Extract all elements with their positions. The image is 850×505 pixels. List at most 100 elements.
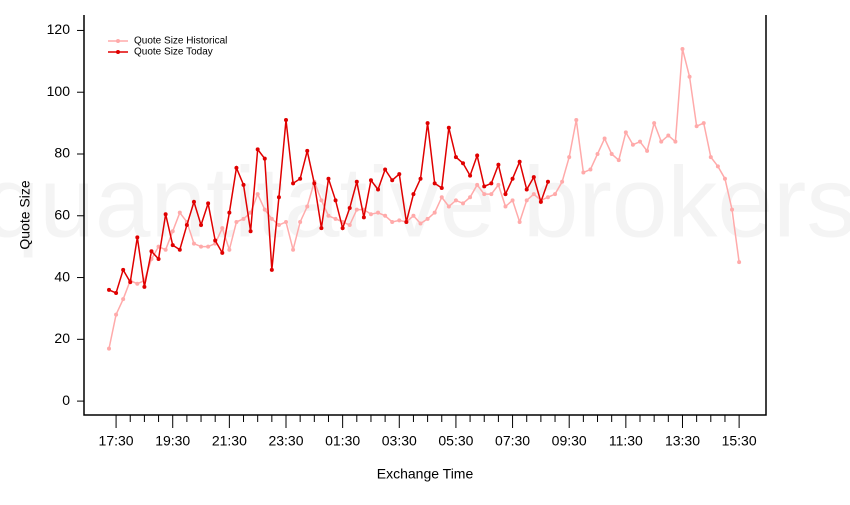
point	[291, 181, 296, 186]
point	[333, 216, 338, 221]
point	[156, 244, 161, 249]
point	[673, 139, 678, 144]
point	[432, 181, 437, 186]
point	[722, 176, 727, 181]
point	[595, 151, 600, 156]
point	[645, 148, 650, 153]
point	[517, 219, 522, 224]
point	[652, 121, 657, 126]
point	[213, 238, 218, 243]
point	[376, 187, 381, 192]
legend-label: Quote Size Today	[134, 47, 213, 58]
y-tick-label: 0	[62, 392, 70, 408]
point	[319, 226, 324, 231]
point	[255, 192, 260, 197]
point	[581, 170, 586, 175]
x-tick-label: 01:30	[325, 433, 360, 449]
legend-marker	[116, 39, 120, 43]
point	[461, 161, 465, 166]
point	[284, 118, 288, 123]
point	[241, 182, 246, 187]
x-tick-label: 11:30	[609, 433, 643, 449]
point	[291, 247, 296, 252]
point	[255, 147, 260, 152]
point	[121, 267, 126, 272]
point	[708, 155, 713, 160]
point	[489, 181, 494, 186]
point	[602, 136, 607, 141]
point	[177, 247, 182, 252]
x-tick-label: 13:30	[665, 433, 700, 449]
point	[184, 223, 189, 228]
y-tick-label: 100	[47, 83, 71, 99]
point	[220, 226, 225, 231]
point	[191, 199, 196, 204]
point	[623, 130, 628, 135]
point	[404, 219, 409, 224]
point	[475, 153, 480, 158]
point	[305, 148, 310, 153]
point	[262, 207, 267, 212]
point	[574, 118, 579, 123]
x-tick-label: 09:30	[552, 433, 587, 449]
point	[517, 159, 522, 164]
x-tick-label: 19:30	[155, 433, 190, 449]
point	[340, 226, 345, 231]
x-tick-label: 07:30	[495, 433, 530, 449]
point	[567, 155, 572, 160]
point	[715, 164, 720, 169]
point	[496, 182, 501, 187]
x-tick-label: 21:30	[212, 433, 247, 449]
point	[666, 133, 671, 138]
point	[524, 198, 529, 203]
point	[241, 216, 246, 221]
point	[128, 280, 133, 285]
point	[276, 223, 281, 228]
watermark: quantitative brokers	[0, 146, 850, 258]
point	[475, 182, 480, 187]
point	[701, 121, 706, 126]
point	[616, 158, 621, 163]
point	[156, 257, 161, 262]
axis-frame	[83, 15, 767, 416]
point	[269, 267, 274, 272]
point	[234, 219, 239, 224]
point	[326, 213, 331, 218]
point	[439, 195, 444, 200]
point	[560, 179, 565, 184]
point	[468, 195, 473, 200]
point	[354, 179, 359, 184]
x-tick-label: 03:30	[382, 433, 417, 449]
point	[114, 290, 119, 295]
y-tick-label: 60	[54, 206, 70, 222]
point	[453, 155, 458, 160]
point	[191, 241, 196, 246]
point	[510, 176, 515, 181]
point	[305, 204, 310, 209]
point	[630, 142, 635, 147]
point	[368, 178, 373, 183]
point	[170, 229, 175, 234]
point	[489, 192, 494, 197]
point	[432, 210, 437, 215]
point	[227, 247, 232, 252]
point	[312, 181, 317, 186]
point	[553, 192, 558, 197]
point	[425, 121, 430, 126]
point	[482, 184, 487, 189]
point	[114, 312, 119, 317]
point	[333, 198, 338, 203]
point	[326, 176, 331, 181]
y-axis-label: Quote Size	[17, 180, 33, 249]
point	[135, 235, 140, 240]
point	[206, 201, 211, 206]
point	[298, 219, 303, 224]
point	[545, 195, 550, 200]
point	[397, 172, 402, 177]
y-tick-label: 20	[54, 330, 70, 346]
point	[319, 198, 324, 203]
point	[503, 192, 508, 197]
point	[347, 206, 352, 211]
point	[383, 213, 388, 218]
